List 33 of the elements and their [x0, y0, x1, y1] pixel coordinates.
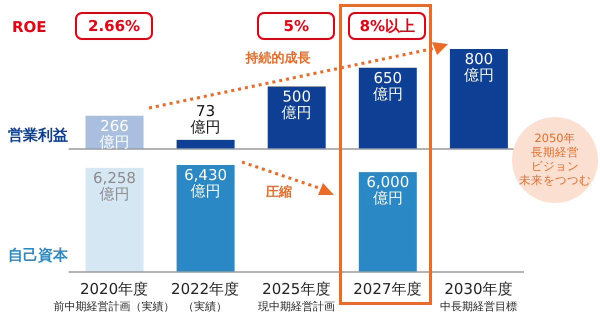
data-label: 6,430 億円: [184, 166, 228, 200]
bar: [450, 49, 508, 149]
x-tick-label: 2027年度: [353, 280, 422, 298]
text: 中長期経営目標: [440, 300, 517, 312]
data-label: 500 億円: [282, 88, 312, 122]
x-tick-label: 2020年度: [80, 280, 148, 298]
bar: [268, 86, 326, 149]
annotation: 未来をつつむ: [518, 173, 592, 187]
text: 長期経営: [530, 145, 580, 159]
data-label: 5%: [257, 12, 336, 40]
y-axis-title: 自己資本: [8, 246, 68, 265]
data-label: 650 億円: [372, 68, 403, 103]
data-label: 73 億円: [190, 102, 221, 136]
data-label: 2.66%: [75, 12, 154, 40]
text: 現中期経営計画: [258, 300, 335, 312]
text: 前中期経営計画（実績）: [54, 300, 175, 312]
data-label: 6,258 億円: [93, 168, 136, 203]
data-label: 6,000 億円: [366, 173, 410, 208]
data-label: 8%以上: [348, 12, 426, 40]
text: ビジョン: [530, 159, 580, 173]
text: 2050年: [533, 131, 577, 145]
annotation: 圧縮: [264, 184, 293, 201]
annotation: 持続的成長: [244, 50, 312, 67]
text: ROE: [12, 18, 47, 36]
x-tick-label: 2030年度: [444, 280, 513, 298]
data-label: 266 億円: [100, 116, 130, 151]
y-axis-title: 営業利益: [8, 126, 68, 145]
text: （実績）: [183, 300, 228, 312]
bar: [176, 140, 235, 149]
x-tick-label: 2025年度: [262, 280, 330, 298]
data-label: 800 億円: [464, 50, 494, 84]
bar: [358, 68, 417, 149]
x-tick-label: 2022年度: [171, 280, 240, 298]
